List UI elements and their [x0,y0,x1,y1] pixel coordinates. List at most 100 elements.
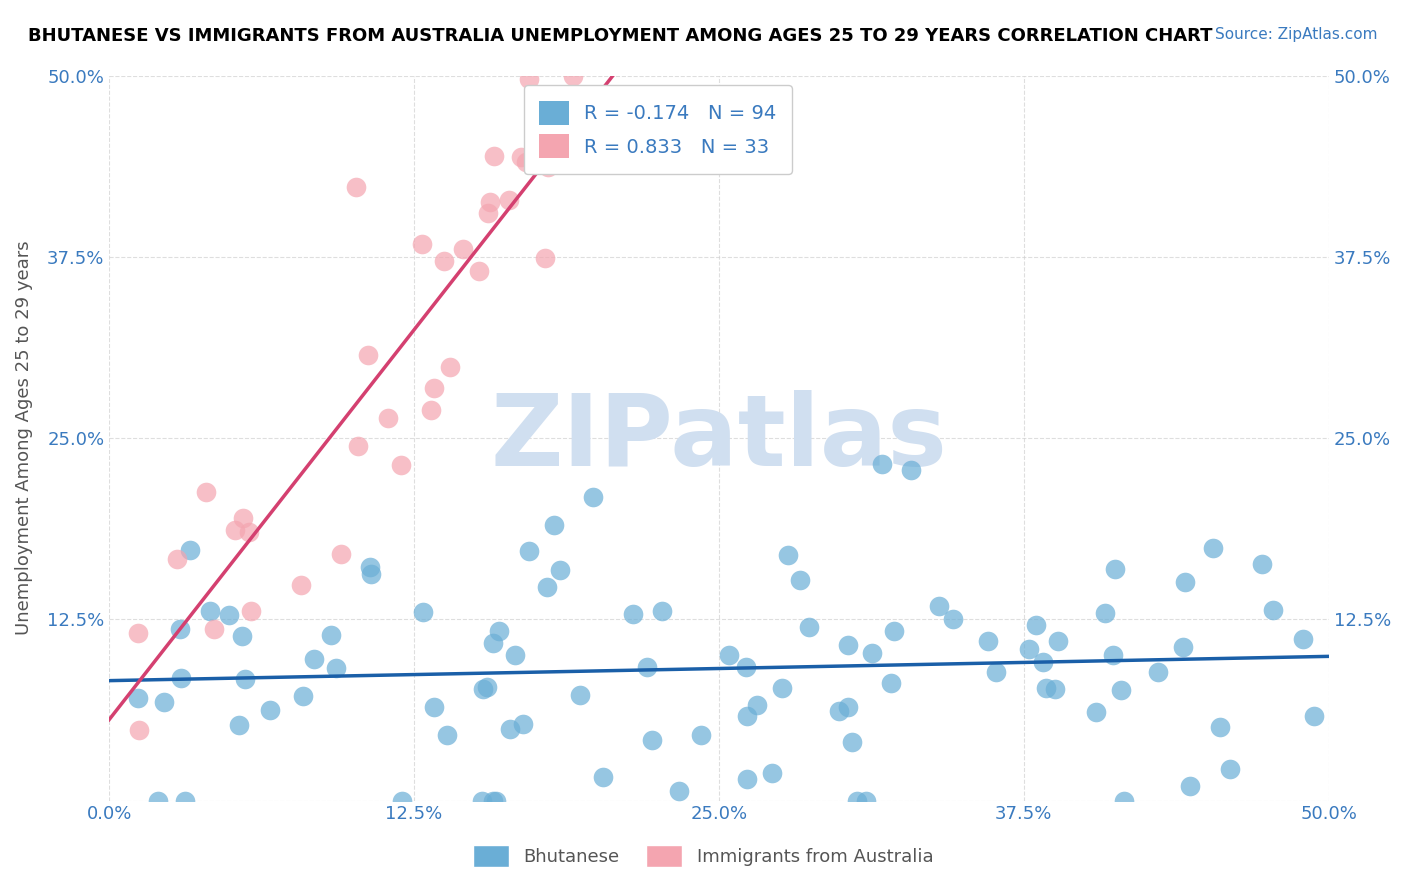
Point [1045,682,1067,697]
Point [389,458,412,473]
Point [482,149,505,163]
Point [828,704,851,718]
Point [592,770,614,784]
Point [433,254,456,268]
Point [228,718,250,732]
Point [860,646,883,660]
Point [855,794,877,808]
Point [1104,562,1126,576]
Point [562,69,585,83]
Point [436,727,458,741]
Point [537,160,560,174]
Point [718,648,741,662]
Point [1171,640,1194,655]
Point [377,411,399,425]
Point [419,402,441,417]
Point [976,633,998,648]
Point [195,484,218,499]
Text: BHUTANESE VS IMMIGRANTS FROM AUSTRALIA UNEMPLOYMENT AMONG AGES 25 TO 29 YEARS CO: BHUTANESE VS IMMIGRANTS FROM AUSTRALIA U… [28,27,1212,45]
Point [621,607,644,621]
Point [344,179,367,194]
Point [218,607,240,622]
Point [485,794,508,808]
Point [1112,794,1135,808]
Legend: R = -0.174   N = 94, R = 0.833   N = 33: R = -0.174 N = 94, R = 0.833 N = 33 [524,86,792,174]
Point [479,194,502,209]
Point [1101,648,1123,663]
Point [515,155,537,169]
Point [883,624,905,639]
Point [512,716,534,731]
Point [761,766,783,780]
Point [347,439,370,453]
Point [319,628,342,642]
Point [290,578,312,592]
Point [1261,603,1284,617]
Point [239,603,262,617]
Point [789,574,811,588]
Point [477,205,499,219]
Point [550,563,572,577]
Point [179,543,201,558]
Point [986,665,1008,679]
Point [837,638,859,652]
Point [451,242,474,256]
Point [472,682,495,697]
Point [477,680,499,694]
Point [423,700,446,714]
Point [488,624,510,639]
Point [1035,681,1057,696]
Point [568,689,591,703]
Point [509,150,531,164]
Point [499,722,522,736]
Point [1251,557,1274,571]
Point [837,699,859,714]
Point [846,794,869,808]
Point [668,784,690,798]
Point [259,703,281,717]
Point [1024,618,1046,632]
Point [1292,632,1315,646]
Point [1303,709,1326,723]
Point [1174,574,1197,589]
Point [153,695,176,709]
Point [148,794,170,808]
Point [329,547,352,561]
Point [536,580,558,594]
Point [1084,705,1107,719]
Point [841,735,863,749]
Point [880,676,903,690]
Point [636,659,658,673]
Point [735,772,758,786]
Point [439,360,461,375]
Point [776,549,799,563]
Point [1178,779,1201,793]
Point [174,794,197,808]
Point [641,733,664,747]
Point [734,659,756,673]
Point [238,524,260,539]
Point [1094,606,1116,620]
Point [534,251,557,265]
Point [233,672,256,686]
Point [482,636,505,650]
Point [169,622,191,636]
Point [690,728,713,742]
Point [582,490,605,504]
Point [928,599,950,614]
Point [412,605,434,619]
Point [170,672,193,686]
Legend: Bhutanese, Immigrants from Australia: Bhutanese, Immigrants from Australia [465,838,941,874]
Point [735,708,758,723]
Point [467,264,489,278]
Text: ZIPatlas: ZIPatlas [491,390,948,486]
Point [302,652,325,666]
Point [127,625,149,640]
Point [231,629,253,643]
Point [231,510,253,524]
Point [1018,641,1040,656]
Y-axis label: Unemployment Among Ages 25 to 29 years: Unemployment Among Ages 25 to 29 years [15,241,32,635]
Point [517,71,540,86]
Point [360,567,382,582]
Point [517,544,540,558]
